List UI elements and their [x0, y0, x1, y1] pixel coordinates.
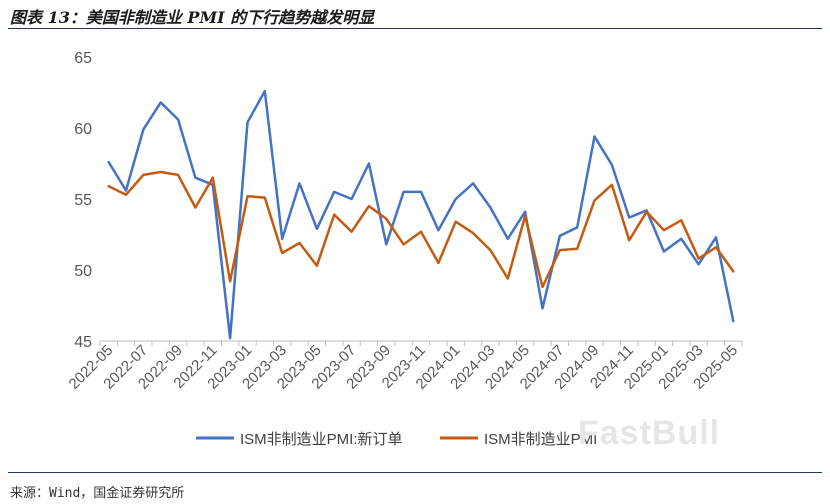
figure-title: 图表 13：美国非制造业 PMI 的下行趋势越发明显 [10, 8, 375, 27]
y-tick-label: 45 [74, 334, 92, 351]
title-divider [8, 28, 822, 29]
source-note: 来源：Wind，国金证券研究所 [10, 486, 185, 501]
y-tick-label: 65 [74, 50, 92, 67]
series-line-2 [107, 170, 735, 289]
series-line-1 [107, 89, 735, 340]
legend-label-1: ISM非制造业PMI:新订单 [240, 431, 403, 448]
y-tick-label: 55 [74, 192, 92, 209]
watermark-text: FastBull [578, 414, 721, 452]
y-tick-label: 60 [74, 121, 92, 138]
line-chart: 45505560652022-052022-072022-092022-1120… [66, 50, 743, 448]
source-divider [8, 472, 822, 473]
chart-area: 45 50 55 60 65 2022-05 2022-07 2022-09 2022-11 20… [0, 30, 830, 470]
y-tick-label: 50 [74, 263, 92, 280]
legend-label-2: ISM非制造业PMI [484, 431, 597, 448]
